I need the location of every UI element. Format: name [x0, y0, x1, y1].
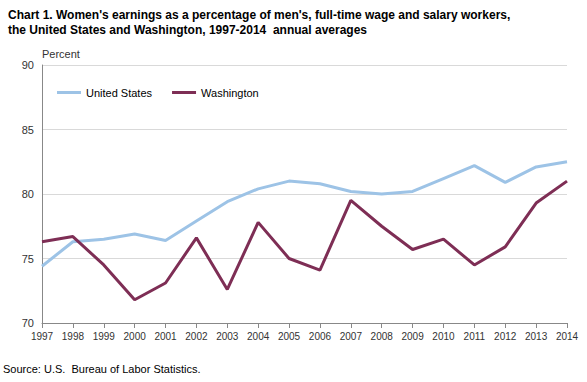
svg-text:2006: 2006 — [309, 331, 332, 342]
svg-text:75: 75 — [22, 253, 34, 265]
svg-text:Chart 1. Women's earnings as a: Chart 1. Women's earnings as a percentag… — [8, 8, 510, 22]
svg-text:2012: 2012 — [494, 331, 517, 342]
svg-text:2001: 2001 — [154, 331, 177, 342]
svg-text:80: 80 — [22, 188, 34, 200]
svg-text:2011: 2011 — [464, 331, 486, 342]
svg-text:2009: 2009 — [401, 331, 424, 342]
svg-text:85: 85 — [22, 124, 34, 136]
svg-text:2005: 2005 — [278, 331, 301, 342]
svg-text:2004: 2004 — [247, 331, 270, 342]
svg-text:2013: 2013 — [525, 331, 548, 342]
svg-text:the United States and Washingt: the United States and Washington, 1997-2… — [8, 23, 367, 37]
svg-text:Percent: Percent — [42, 48, 80, 60]
svg-text:Source: U.S. Bureau of Labor: Source: U.S. Bureau of Labor Statistics. — [3, 363, 200, 375]
svg-text:70: 70 — [22, 317, 34, 329]
svg-text:2014: 2014 — [556, 331, 579, 342]
svg-text:90: 90 — [22, 59, 34, 71]
svg-text:2003: 2003 — [216, 331, 239, 342]
svg-text:2002: 2002 — [185, 331, 208, 342]
svg-text:United States: United States — [86, 87, 153, 99]
svg-text:1998: 1998 — [62, 331, 85, 342]
svg-text:2000: 2000 — [124, 331, 147, 342]
svg-text:Washington: Washington — [201, 87, 259, 99]
svg-text:1999: 1999 — [93, 331, 116, 342]
svg-text:1997: 1997 — [31, 331, 54, 342]
svg-text:2007: 2007 — [340, 331, 363, 342]
svg-text:2010: 2010 — [432, 331, 455, 342]
svg-text:2008: 2008 — [371, 331, 394, 342]
